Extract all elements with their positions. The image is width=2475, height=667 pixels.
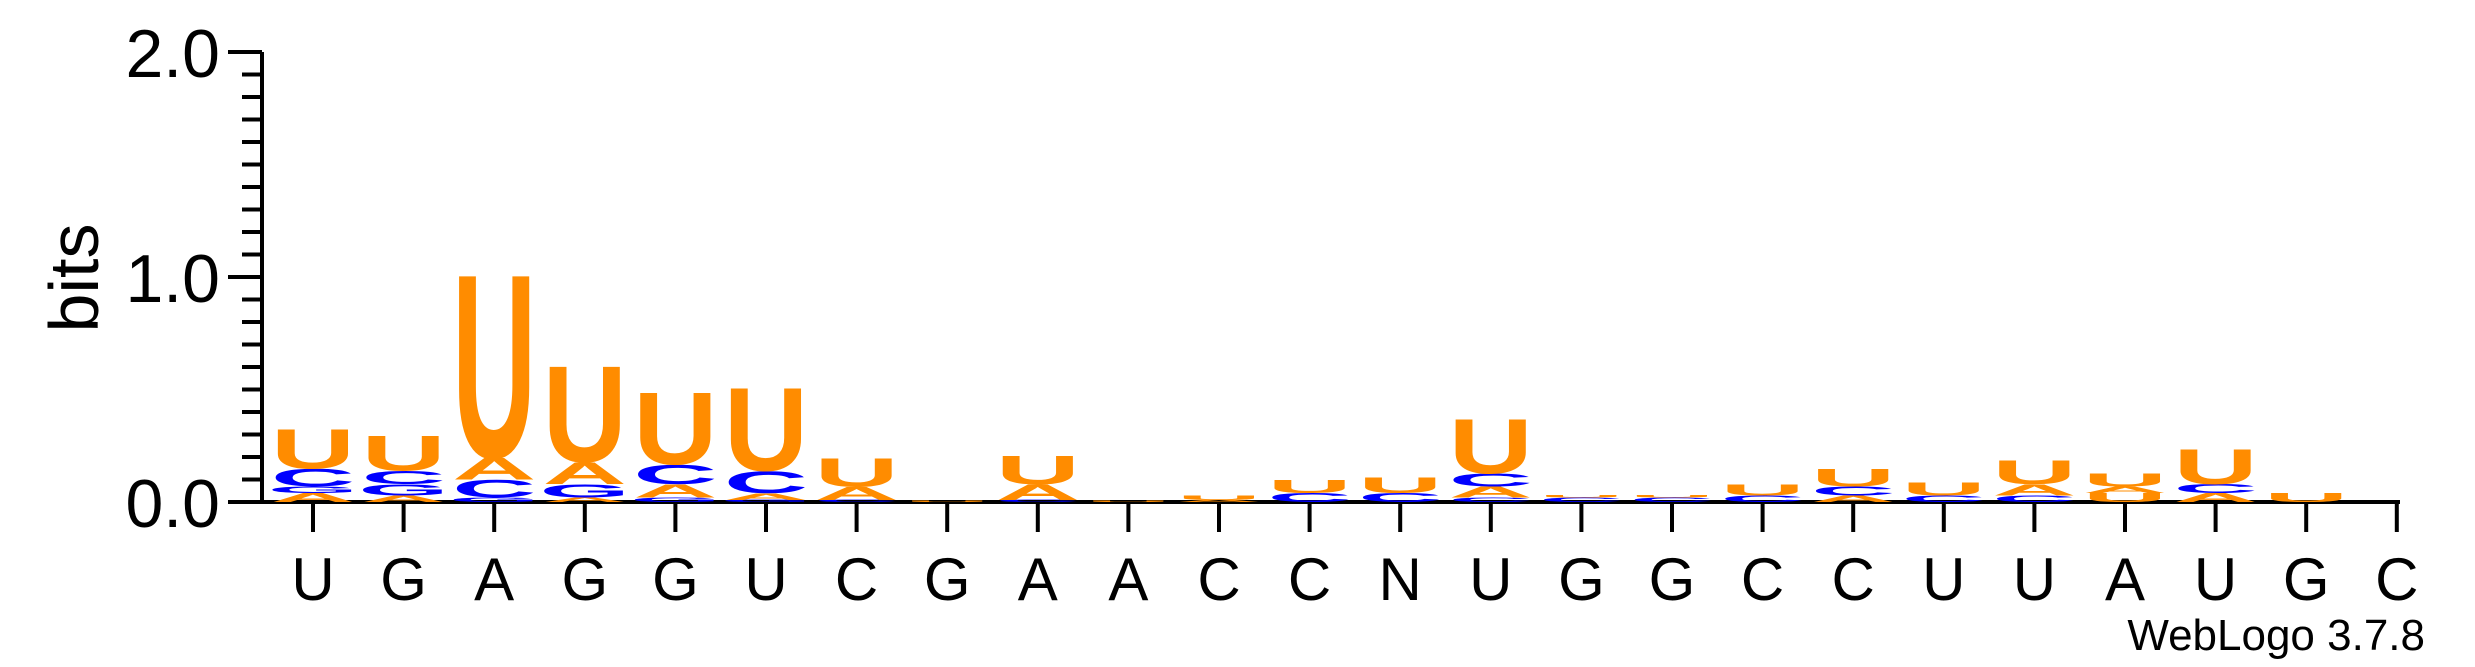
logo-letter-u: U xyxy=(2264,491,2348,505)
logo-letter-c: C xyxy=(1358,491,1442,505)
x-tick-label: A xyxy=(1108,546,1148,613)
logo-letter-c: C xyxy=(1267,491,1351,505)
x-tick-label: A xyxy=(2105,546,2145,613)
logo-letter-u: U xyxy=(1358,473,1442,497)
x-tick-label: A xyxy=(474,546,514,613)
logo-letter-u: U xyxy=(1267,476,1351,497)
x-tick-label: U xyxy=(1469,546,1512,613)
logo-letter-c: C xyxy=(633,458,717,489)
x-tick-label: N xyxy=(1379,546,1422,613)
logo-letter-u: U xyxy=(271,418,355,481)
logo-letter-g: G xyxy=(721,499,812,502)
logo-letter-g: G xyxy=(539,480,630,501)
x-tick-label: U xyxy=(2194,546,2237,613)
logo-letter-u: U xyxy=(2173,439,2257,495)
x-tick-label: U xyxy=(744,546,787,613)
x-tick-label: U xyxy=(1922,546,1965,613)
logo-letter-a: A xyxy=(543,456,627,491)
logo-letter-u: U xyxy=(1902,478,1986,499)
logo-letter-c: C xyxy=(1630,496,1714,503)
logo-letter-a: A xyxy=(361,494,445,505)
weblogo-version-label: WebLogo 3.7.8 xyxy=(2127,611,2425,660)
logo-letter-c: C xyxy=(1811,484,1895,498)
logo-letter-c: C xyxy=(724,465,808,500)
x-tick-label: U xyxy=(291,546,334,613)
x-tick-label: C xyxy=(1741,546,1784,613)
logo-letter-u: U xyxy=(1539,495,1623,498)
logo-letter-c: C xyxy=(2173,482,2257,496)
logo-letter-u: U xyxy=(1811,464,1895,492)
logo-letter-u: U xyxy=(361,426,445,482)
logo-letter-u: U xyxy=(1086,501,1170,503)
x-tick-label: C xyxy=(1832,546,1875,613)
y-axis-label: bits xyxy=(35,224,113,333)
logo-letter-c: C xyxy=(1539,496,1623,503)
logo-letter-c: C xyxy=(1449,496,1533,503)
x-tick-label: U xyxy=(2013,546,2056,613)
x-tick-label: G xyxy=(924,546,971,613)
y-tick-label: 0.0 xyxy=(125,466,220,542)
logo-letter-a: A xyxy=(1177,499,1261,502)
logo-letter-a: A xyxy=(814,483,898,504)
logo-letter-u: U xyxy=(1992,453,2076,491)
logo-letter-u: U xyxy=(1630,495,1714,498)
logo-letter-g: G xyxy=(268,485,359,496)
logo-letter-g: G xyxy=(358,481,449,498)
logo-letter-a: A xyxy=(2173,491,2257,505)
logo-letter-u: U xyxy=(2083,491,2167,505)
logo-letter-c: C xyxy=(1902,494,1986,505)
logo-letter-a: A xyxy=(724,491,808,502)
logo-letter-g: G xyxy=(449,496,540,503)
logo-letter-u: U xyxy=(452,221,536,514)
logo-letter-a: A xyxy=(996,480,1080,504)
logo-letter-c: C xyxy=(814,499,898,502)
logo-letter-a: A xyxy=(452,452,536,487)
logo-letter-a: A xyxy=(543,496,627,503)
y-tick-label: 1.0 xyxy=(125,241,220,317)
logo-letter-u: U xyxy=(905,501,989,503)
x-tick-label: C xyxy=(1197,546,1240,613)
x-tick-label: G xyxy=(652,546,699,613)
logo-letter-a: A xyxy=(1992,481,2076,498)
x-tick-label: G xyxy=(380,546,427,613)
x-tick-label: A xyxy=(1018,546,1058,613)
x-tick-label: C xyxy=(2375,546,2418,613)
logo-letter-u: U xyxy=(1177,494,1261,501)
x-tick-label: G xyxy=(1558,546,1605,613)
x-tick-label: G xyxy=(1649,546,1696,613)
y-tick-label: 2.0 xyxy=(125,16,220,92)
logo-letter-c: C xyxy=(1449,469,1533,490)
logo-letter-u: U xyxy=(814,450,898,496)
x-tick-label: G xyxy=(2283,546,2330,613)
logo-letter-c: C xyxy=(271,464,355,492)
logo-letter-a: A xyxy=(271,491,355,505)
logo-letter-g: G xyxy=(630,496,721,503)
logo-letter-a: A xyxy=(2083,485,2167,496)
logo-letter-a: A xyxy=(633,480,717,501)
logo-letter-u: U xyxy=(1720,481,1804,498)
x-tick-label: G xyxy=(561,546,608,613)
logo-letter-c: C xyxy=(1720,494,1804,505)
x-tick-label: C xyxy=(1288,546,1331,613)
x-tick-label: C xyxy=(835,546,878,613)
logo-letter-u: U xyxy=(2083,469,2167,490)
logo-letter-u: U xyxy=(996,447,1080,493)
logo-letter-c: C xyxy=(361,467,445,488)
y-axis: 0.0 1.0 2.0 xyxy=(125,16,264,542)
logo-letter-c: C xyxy=(1992,494,2076,505)
logo-letter-u: U xyxy=(633,371,717,486)
logo-letter-u: U xyxy=(543,339,627,492)
logo-letter-a: A xyxy=(1811,494,1895,505)
logo-letter-u: U xyxy=(724,363,808,496)
logo-letter-u: U xyxy=(1449,403,1533,490)
logo-letter-c: C xyxy=(452,475,536,503)
logo-letter-c: C xyxy=(996,499,1080,502)
logo-letter-a: A xyxy=(1449,483,1533,500)
